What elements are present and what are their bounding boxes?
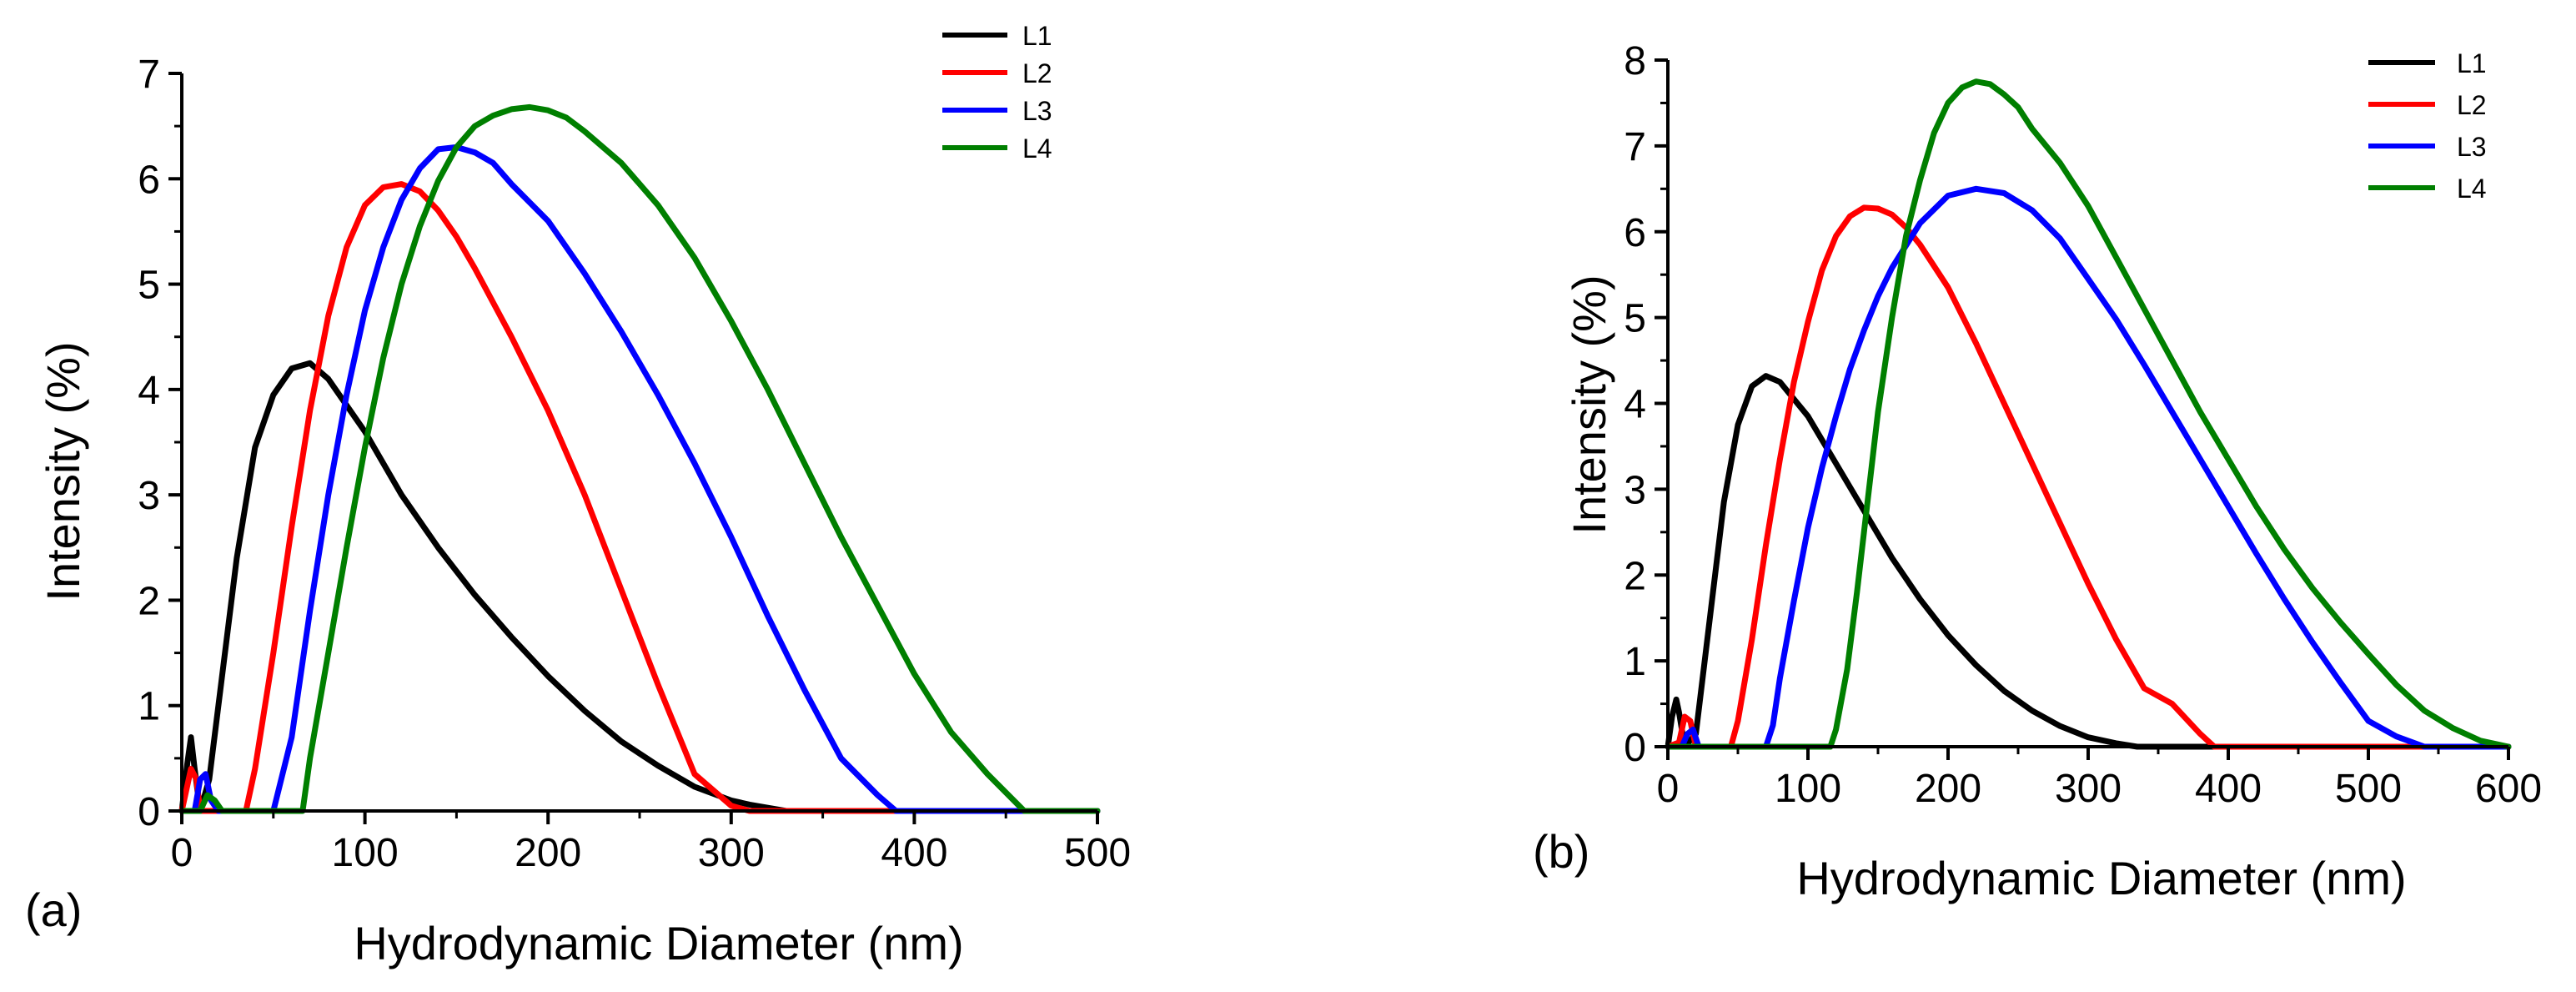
panel-b-x-tick-label: 100 (1775, 767, 1841, 811)
panel-b-legend-label-l3: L3 (2457, 132, 2487, 162)
panel-a-x-tick-label: 100 (332, 831, 399, 875)
panel-b-y-tick-label: 1 (1624, 640, 1646, 684)
panel-a-x-tick-label: 400 (881, 831, 947, 875)
panel-a-chart: 0 100 200 300 400 500 0 1 2 3 4 5 6 7 Hydrodynamic Di… (25, 21, 1131, 969)
panel-b-y-tick-label: 5 (1624, 297, 1646, 341)
panel-b-y-tick-label: 3 (1624, 468, 1646, 512)
panel-b-series-group (1665, 78, 2512, 750)
panel-a-legend-label-l3: L3 (1022, 96, 1052, 126)
panel-a-label: (a) (25, 884, 82, 936)
panel-b-x-tick-label: 300 (2055, 767, 2122, 811)
panel-a-y-tick-label: 1 (138, 685, 160, 729)
panel-a-series-group (178, 103, 1101, 814)
panel-a-x-tick-label: 300 (698, 831, 765, 875)
panel-b-series-l3-line (1665, 185, 2512, 750)
panel-b-legend-label-l2: L2 (2457, 90, 2487, 120)
panel-b-y-tick-label: 8 (1624, 39, 1646, 83)
panel-b-series-l4-line (1665, 78, 2512, 750)
panel-b-label: (b) (1533, 825, 1589, 878)
panel-a-y-tick-label: 7 (138, 53, 160, 97)
panel-a-x-tick-label: 0 (171, 831, 193, 875)
panel-a-y-tick-label: 2 (138, 579, 160, 623)
panel-b-y-tick-label: 2 (1624, 554, 1646, 598)
panel-b-x-tick-label: 400 (2195, 767, 2262, 811)
panel-a-ylabel: Intensity (%) (37, 341, 89, 601)
panel-a-y-tick-label: 6 (138, 158, 160, 202)
panel-b-x-tick-label: 200 (1915, 767, 1981, 811)
panel-a-legend-label-l2: L2 (1022, 58, 1052, 88)
panel-a-y-tick-label: 4 (138, 369, 160, 413)
panel-b-chart: 0 100 200 300 400 500 600 0 1 2 3 4 5 6 7 8 Hydrodynami… (1533, 39, 2542, 904)
panel-a-legend-label-l4: L4 (1022, 133, 1052, 164)
panel-b-x-tick-label: 0 (1657, 767, 1680, 811)
panel-a-y-tick-label: 5 (138, 264, 160, 308)
panel-b-ylabel: Intensity (%) (1563, 274, 1615, 534)
panel-b-xlabel: Hydrodynamic Diameter (nm) (1796, 852, 2406, 904)
panel-b-legend-label-l1: L1 (2457, 48, 2487, 78)
panel-b-legend-label-l4: L4 (2457, 174, 2487, 204)
panel-b-y-tick-label: 6 (1624, 211, 1646, 255)
panel-a-y-tick-label: 0 (138, 790, 160, 834)
panel-a-y-tick-label: 3 (138, 474, 160, 518)
panel-b-series-l1-line (1665, 373, 2512, 750)
panel-a-xlabel: Hydrodynamic Diameter (nm) (354, 917, 963, 969)
panel-a-legend-label-l1: L1 (1022, 21, 1052, 51)
panel-a-x-tick-label: 200 (515, 831, 581, 875)
panel-a-x-tick-label: 500 (1064, 831, 1131, 875)
panel-b-x-tick-label: 600 (2475, 767, 2542, 811)
panel-b-series-l2-line (1665, 204, 2512, 750)
panel-a-series-l4-line (178, 103, 1101, 814)
panel-b-y-tick-label: 0 (1624, 726, 1646, 770)
panel-a-axes: 0 100 200 300 400 500 0 1 2 3 4 5 6 7 (138, 53, 1131, 875)
panel-b-legend: L1 L2 L3 L4 (2368, 48, 2487, 204)
panel-a-legend: L1 L2 L3 L4 (942, 21, 1052, 164)
panel-b-y-tick-label: 7 (1624, 125, 1646, 169)
panel-b-x-tick-label: 500 (2335, 767, 2402, 811)
panel-b-y-tick-label: 4 (1624, 383, 1646, 427)
panel-b-axes: 0 100 200 300 400 500 600 0 1 2 3 4 5 6 7 8 (1624, 39, 2542, 811)
